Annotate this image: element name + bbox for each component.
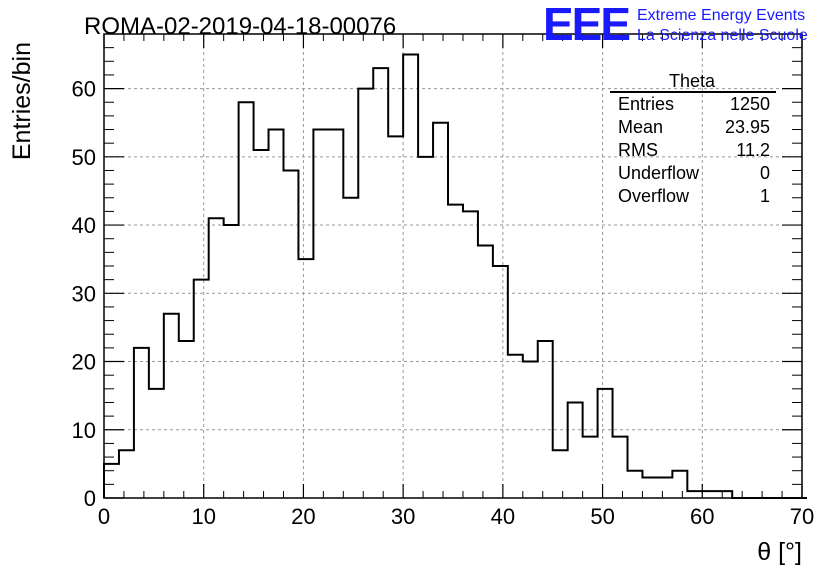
grid-lines <box>104 34 802 498</box>
stats-row-value: 23.95 <box>725 117 770 137</box>
stats-row-value: 1 <box>760 186 770 206</box>
stats-row-label: Underflow <box>618 163 700 183</box>
stats-row-value: 11.2 <box>736 140 770 160</box>
y-axis-label: Entries/bin <box>8 42 36 160</box>
x-tick-label: 40 <box>491 504 515 529</box>
y-tick-label: 10 <box>72 418 96 443</box>
y-tick-label: 60 <box>72 77 96 102</box>
stats-row-label: Entries <box>618 94 674 114</box>
x-tick-label: 70 <box>790 504 814 529</box>
y-tick-label: 50 <box>72 145 96 170</box>
y-tick-label: 40 <box>72 213 96 238</box>
chart-title: ROMA-02-2019-04-18-00076 <box>84 13 396 40</box>
x-tick-label: 50 <box>590 504 614 529</box>
stats-row-label: Overflow <box>618 186 690 206</box>
y-tick-label: 30 <box>72 281 96 306</box>
x-tick-label: 10 <box>191 504 215 529</box>
y-tick-label: 20 <box>72 350 96 375</box>
x-tick-label: 30 <box>391 504 415 529</box>
y-tick-label: 0 <box>84 486 96 511</box>
stats-row-value: 0 <box>760 163 770 183</box>
logo-line-1: Extreme Energy Events <box>637 7 805 24</box>
stats-row-value: 1250 <box>730 94 770 114</box>
x-axis-label: θ [°] <box>757 538 802 566</box>
stats-box-title: Theta <box>669 71 716 91</box>
stats-row-label: RMS <box>618 140 658 160</box>
logo-line-2: La Scienza nelle Scuole <box>637 27 808 44</box>
histogram-series <box>103 53 807 499</box>
eee-logo-mark: EEE <box>543 0 629 50</box>
stats-row-label: Mean <box>618 117 663 137</box>
stats-box: Theta Entries 1250 Mean 23.95 RMS 11.2 Underfl… <box>610 71 776 206</box>
x-tick-label: 20 <box>291 504 315 529</box>
x-tick-label: 0 <box>98 504 110 529</box>
x-tick-label: 60 <box>690 504 714 529</box>
